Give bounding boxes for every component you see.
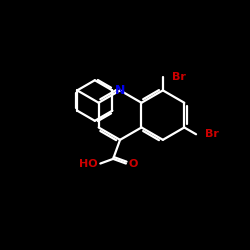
Text: N: N: [115, 84, 125, 97]
Text: Br: Br: [172, 72, 186, 82]
Text: O: O: [129, 158, 138, 168]
Text: Br: Br: [206, 129, 219, 139]
Text: HO: HO: [79, 158, 98, 168]
